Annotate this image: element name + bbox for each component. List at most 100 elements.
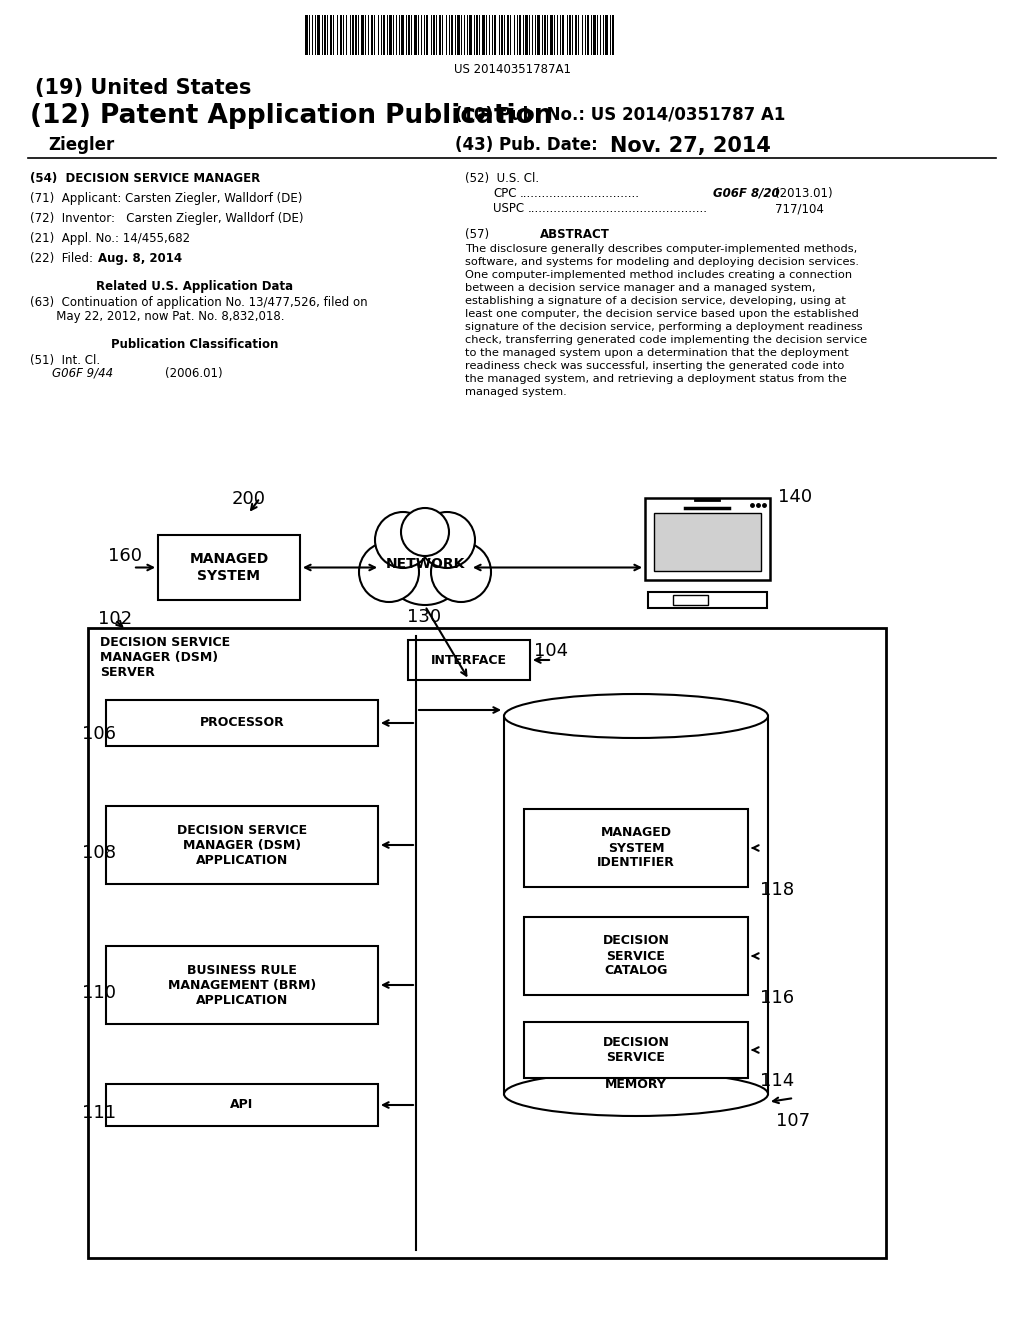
Bar <box>330 15 332 55</box>
Bar <box>439 15 441 55</box>
Circle shape <box>419 512 475 568</box>
Text: (52)  U.S. Cl.: (52) U.S. Cl. <box>465 172 539 185</box>
Text: MANAGED
SYSTEM: MANAGED SYSTEM <box>189 552 268 582</box>
FancyBboxPatch shape <box>408 640 530 680</box>
Bar <box>457 15 460 55</box>
Text: Publication Classification: Publication Classification <box>112 338 279 351</box>
Bar <box>383 15 385 55</box>
FancyBboxPatch shape <box>158 535 300 601</box>
Text: readiness check was successful, inserting the generated code into: readiness check was successful, insertin… <box>465 360 845 371</box>
Text: 200: 200 <box>232 490 266 508</box>
Text: (22)  Filed:: (22) Filed: <box>30 252 93 265</box>
Text: 111: 111 <box>82 1104 116 1122</box>
Text: 114: 114 <box>760 1072 795 1090</box>
Bar <box>451 15 453 55</box>
Text: (54)  DECISION SERVICE MANAGER: (54) DECISION SERVICE MANAGER <box>30 172 260 185</box>
Bar <box>355 15 357 55</box>
Text: (19) United States: (19) United States <box>35 78 251 98</box>
Text: establishing a signature of a decision service, developing, using at: establishing a signature of a decision s… <box>465 296 846 306</box>
Text: (21)  Appl. No.: 14/455,682: (21) Appl. No.: 14/455,682 <box>30 232 190 246</box>
Text: 107: 107 <box>776 1111 810 1130</box>
Bar <box>476 15 478 55</box>
Text: (10) Pub. No.: US 2014/0351787 A1: (10) Pub. No.: US 2014/0351787 A1 <box>455 106 785 124</box>
FancyBboxPatch shape <box>673 595 708 605</box>
Text: API: API <box>230 1098 254 1111</box>
FancyBboxPatch shape <box>88 628 886 1258</box>
Text: 118: 118 <box>760 880 795 899</box>
Circle shape <box>401 508 449 556</box>
Text: The disclosure generally describes computer-implemented methods,: The disclosure generally describes compu… <box>465 244 857 253</box>
Text: managed system.: managed system. <box>465 387 566 397</box>
Text: (43) Pub. Date:: (43) Pub. Date: <box>455 136 598 154</box>
Bar <box>401 15 404 55</box>
Text: 110: 110 <box>82 983 116 1002</box>
Bar <box>525 15 528 55</box>
FancyBboxPatch shape <box>106 700 378 746</box>
Text: Nov. 27, 2014: Nov. 27, 2014 <box>610 136 771 156</box>
Text: PROCESSOR: PROCESSOR <box>200 717 285 730</box>
Text: the managed system, and retrieving a deployment status from the: the managed system, and retrieving a dep… <box>465 374 847 384</box>
FancyBboxPatch shape <box>524 917 748 995</box>
Text: MEMORY: MEMORY <box>605 1078 667 1092</box>
Text: signature of the decision service, performing a deployment readiness: signature of the decision service, perfo… <box>465 322 862 333</box>
Text: USPC: USPC <box>493 202 524 215</box>
Bar <box>537 15 540 55</box>
Bar <box>507 15 509 55</box>
Text: (63)  Continuation of application No. 13/477,526, filed on: (63) Continuation of application No. 13/… <box>30 296 368 309</box>
Ellipse shape <box>504 1072 768 1115</box>
Text: May 22, 2012, now Pat. No. 8,832,018.: May 22, 2012, now Pat. No. 8,832,018. <box>30 310 285 323</box>
Bar <box>469 15 472 55</box>
FancyBboxPatch shape <box>654 513 761 572</box>
Text: to the managed system upon a determination that the deployment: to the managed system upon a determinati… <box>465 348 849 358</box>
Circle shape <box>431 543 490 602</box>
Text: G06F 9/44: G06F 9/44 <box>52 367 113 380</box>
FancyBboxPatch shape <box>106 807 378 884</box>
Bar <box>389 15 392 55</box>
Text: check, transferring generated code implementing the decision service: check, transferring generated code imple… <box>465 335 867 345</box>
Text: between a decision service manager and a managed system,: between a decision service manager and a… <box>465 282 815 293</box>
Text: (71)  Applicant: Carsten Ziegler, Walldorf (DE): (71) Applicant: Carsten Ziegler, Walldor… <box>30 191 302 205</box>
Text: (51)  Int. Cl.: (51) Int. Cl. <box>30 354 100 367</box>
Text: CPC: CPC <box>493 187 516 201</box>
Bar <box>340 15 342 55</box>
Bar <box>324 15 326 55</box>
Text: INTERFACE: INTERFACE <box>431 653 507 667</box>
Text: G06F 8/20: G06F 8/20 <box>713 187 779 201</box>
Bar <box>569 15 571 55</box>
Bar <box>562 15 564 55</box>
Text: 717/104: 717/104 <box>775 202 824 215</box>
Text: least one computer, the decision service based upon the established: least one computer, the decision service… <box>465 309 859 319</box>
FancyBboxPatch shape <box>106 946 378 1024</box>
Text: DECISION
SERVICE
CATALOG: DECISION SERVICE CATALOG <box>602 935 670 978</box>
Text: 106: 106 <box>82 725 116 743</box>
Bar <box>494 15 496 55</box>
FancyBboxPatch shape <box>524 1022 748 1078</box>
Bar <box>544 15 546 55</box>
Text: Related U.S. Application Data: Related U.S. Application Data <box>96 280 294 293</box>
Bar <box>371 15 373 55</box>
Bar <box>361 15 364 55</box>
Bar <box>414 15 417 55</box>
FancyBboxPatch shape <box>106 1084 378 1126</box>
Text: 130: 130 <box>407 609 441 626</box>
Bar <box>352 15 354 55</box>
Text: DECISION SERVICE
MANAGER (DSM)
APPLICATION: DECISION SERVICE MANAGER (DSM) APPLICATI… <box>177 824 307 866</box>
Bar <box>501 15 503 55</box>
Text: 108: 108 <box>82 843 116 862</box>
Bar <box>550 15 553 55</box>
Text: 116: 116 <box>760 989 795 1007</box>
Bar <box>426 15 428 55</box>
Text: (12) Patent Application Publication: (12) Patent Application Publication <box>30 103 553 129</box>
Text: ABSTRACT: ABSTRACT <box>540 228 610 242</box>
Text: ................................................: ........................................… <box>528 202 708 215</box>
FancyBboxPatch shape <box>648 591 767 609</box>
Text: (72)  Inventor:   Carsten Ziegler, Walldorf (DE): (72) Inventor: Carsten Ziegler, Walldorf… <box>30 213 303 224</box>
Text: MANAGED
SYSTEM
IDENTIFIER: MANAGED SYSTEM IDENTIFIER <box>597 826 675 870</box>
Bar <box>305 15 308 55</box>
FancyBboxPatch shape <box>524 809 748 887</box>
Bar <box>504 715 768 1094</box>
Bar <box>575 15 577 55</box>
Circle shape <box>375 512 431 568</box>
Circle shape <box>359 543 419 602</box>
Text: 160: 160 <box>108 546 142 565</box>
